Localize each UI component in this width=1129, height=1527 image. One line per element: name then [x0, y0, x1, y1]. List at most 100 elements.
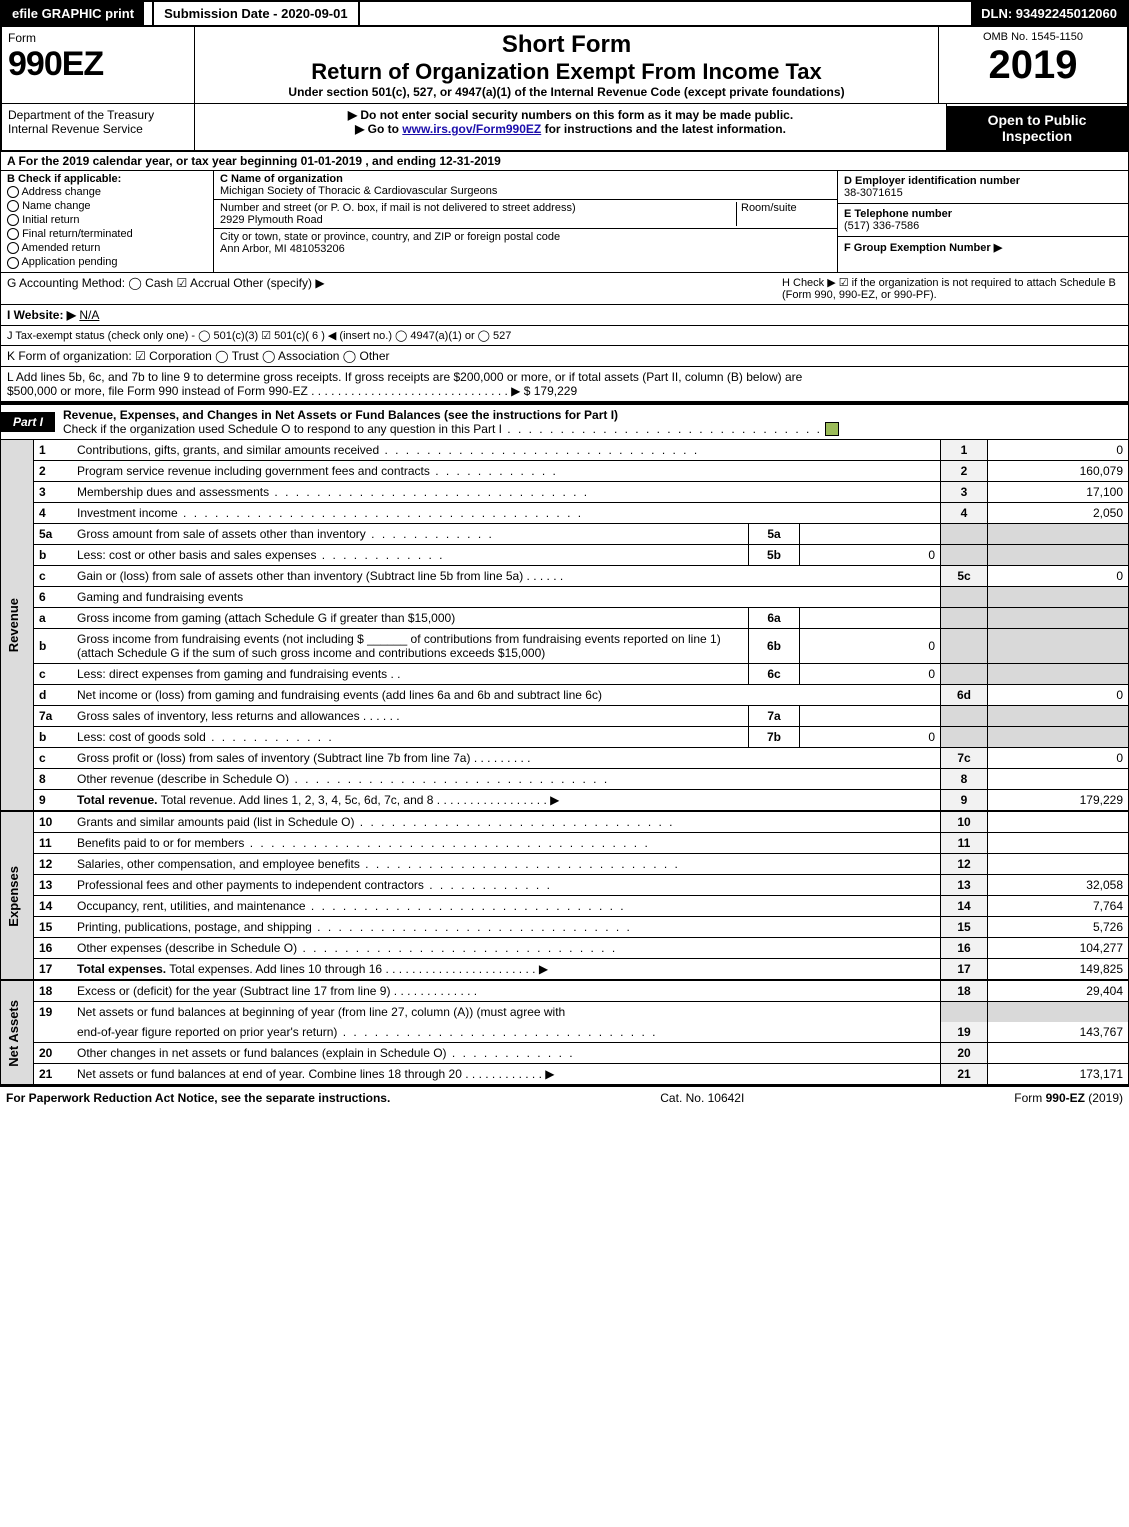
note2-pre: ▶ Go to [355, 122, 402, 136]
l6b-num-gray [941, 629, 988, 664]
l3-no: 3 [34, 482, 73, 503]
l9-num: 9 [941, 790, 988, 812]
part1-title-text: Revenue, Expenses, and Changes in Net As… [63, 408, 618, 422]
chk-amended-return[interactable]: Amended return [7, 241, 207, 255]
l1-num: 1 [941, 440, 988, 461]
chk-address-change[interactable]: Address change [7, 185, 207, 199]
form-header: Form 990EZ Short Form Return of Organiza… [0, 27, 1129, 103]
note2-post: for instructions and the latest informat… [541, 122, 786, 136]
l4-num: 4 [941, 503, 988, 524]
line-l: L Add lines 5b, 6c, and 7b to line 9 to … [0, 367, 1129, 403]
form-number: 990EZ [8, 45, 188, 84]
l5c-no: c [34, 566, 73, 587]
section-c: C Name of organization Michigan Society … [214, 171, 837, 272]
instructions-link[interactable]: www.irs.gov/Form990EZ [402, 122, 541, 136]
part1-check-line: Check if the organization used Schedule … [63, 422, 839, 436]
website-value: N/A [79, 308, 99, 322]
ein-value: 38-3071615 [844, 187, 903, 199]
l7a-num-gray [941, 706, 988, 727]
dept-block: Department of the Treasury Internal Reve… [2, 103, 195, 150]
l18-num: 18 [941, 980, 988, 1002]
l11-amt [988, 833, 1129, 854]
l10-desc: Grants and similar amounts paid (list in… [72, 811, 941, 833]
l6b-desc: Gross income from fundraising events (no… [72, 629, 749, 664]
l12-num: 12 [941, 854, 988, 875]
l6a-num-gray [941, 608, 988, 629]
l19b-amt: 143,767 [988, 1022, 1129, 1043]
c-addr-row: Number and street (or P. O. box, if mail… [214, 200, 837, 229]
c-name-row: C Name of organization Michigan Society … [214, 171, 837, 200]
l18-no: 18 [34, 980, 73, 1002]
l6c-no: c [34, 664, 73, 685]
l12-amt [988, 854, 1129, 875]
l7b-amt-gray [988, 727, 1129, 748]
title-short: Short Form [203, 31, 930, 59]
l6-amt-gray [988, 587, 1129, 608]
chk-initial-return[interactable]: Initial return [7, 213, 207, 227]
l6-num-gray [941, 587, 988, 608]
l6c-subval: 0 [800, 664, 941, 685]
chk-final-return[interactable]: Final return/terminated [7, 227, 207, 241]
l21-num: 21 [941, 1064, 988, 1086]
l5b-num-gray [941, 545, 988, 566]
l6a-sub: 6a [749, 608, 800, 629]
chk-name-change[interactable]: Name change [7, 199, 207, 213]
footer-left: For Paperwork Reduction Act Notice, see … [6, 1091, 390, 1105]
l19-amt-gray [988, 1002, 1129, 1023]
l6c-sub: 6c [749, 664, 800, 685]
l6c-desc: Less: direct expenses from gaming and fu… [72, 664, 749, 685]
l10-amt [988, 811, 1129, 833]
line-l-2: $500,000 or more, file Form 990 instead … [7, 384, 1122, 398]
addr-label: Number and street (or P. O. box, if mail… [220, 202, 576, 214]
l6-no: 6 [34, 587, 73, 608]
l19a-desc: Net assets or fund balances at beginning… [72, 1002, 941, 1023]
header-notes: ▶ Do not enter social security numbers o… [195, 103, 946, 150]
line-h: H Check ▶ ☑ if the organization is not r… [782, 276, 1122, 301]
l7a-sub: 7a [749, 706, 800, 727]
l2-amt: 160,079 [988, 461, 1129, 482]
footer-right: Form 990-EZ (2019) [1014, 1091, 1123, 1105]
l5c-amt: 0 [988, 566, 1129, 587]
l13-amt: 32,058 [988, 875, 1129, 896]
c-label: C Name of organization [220, 173, 343, 185]
open-public-box: Open to Public Inspection [946, 103, 1127, 150]
l16-no: 16 [34, 938, 73, 959]
l7c-no: c [34, 748, 73, 769]
l7c-num: 7c [941, 748, 988, 769]
note-ssn: ▶ Do not enter social security numbers o… [203, 108, 938, 122]
l21-no: 21 [34, 1064, 73, 1086]
l20-no: 20 [34, 1043, 73, 1064]
l8-no: 8 [34, 769, 73, 790]
l5b-sub: 5b [749, 545, 800, 566]
l2-no: 2 [34, 461, 73, 482]
l11-num: 11 [941, 833, 988, 854]
l14-desc: Occupancy, rent, utilities, and maintena… [72, 896, 941, 917]
l20-num: 20 [941, 1043, 988, 1064]
open-public-text: Open to Public Inspection [947, 106, 1127, 150]
l10-num: 10 [941, 811, 988, 833]
l16-desc: Other expenses (describe in Schedule O) [72, 938, 941, 959]
l13-no: 13 [34, 875, 73, 896]
l7b-num-gray [941, 727, 988, 748]
i-label: I Website: ▶ [7, 308, 76, 322]
l6c-num-gray [941, 664, 988, 685]
l5a-sub: 5a [749, 524, 800, 545]
l5a-num-gray [941, 524, 988, 545]
header-left: Form 990EZ [2, 27, 195, 103]
efile-label: efile GRAPHIC print [2, 2, 144, 25]
l8-amt [988, 769, 1129, 790]
line-g: G Accounting Method: ◯ Cash ☑ Accrual Ot… [7, 276, 782, 290]
l7a-amt-gray [988, 706, 1129, 727]
dept-irs: Internal Revenue Service [8, 122, 188, 136]
part1-schedule-o-checkbox[interactable] [825, 422, 839, 436]
l1-no: 1 [34, 440, 73, 461]
line-i: I Website: ▶ N/A [0, 305, 1129, 326]
f-group-row: F Group Exemption Number ▶ [838, 237, 1128, 258]
l9-no: 9 [34, 790, 73, 812]
chk-application-pending[interactable]: Application pending [7, 255, 207, 269]
d-ein-row: D Employer identification number 38-3071… [838, 171, 1128, 204]
l15-no: 15 [34, 917, 73, 938]
lines-table: Revenue 1 Contributions, gifts, grants, … [0, 440, 1129, 1086]
c-city-row: City or town, state or province, country… [214, 229, 837, 257]
l16-num: 16 [941, 938, 988, 959]
